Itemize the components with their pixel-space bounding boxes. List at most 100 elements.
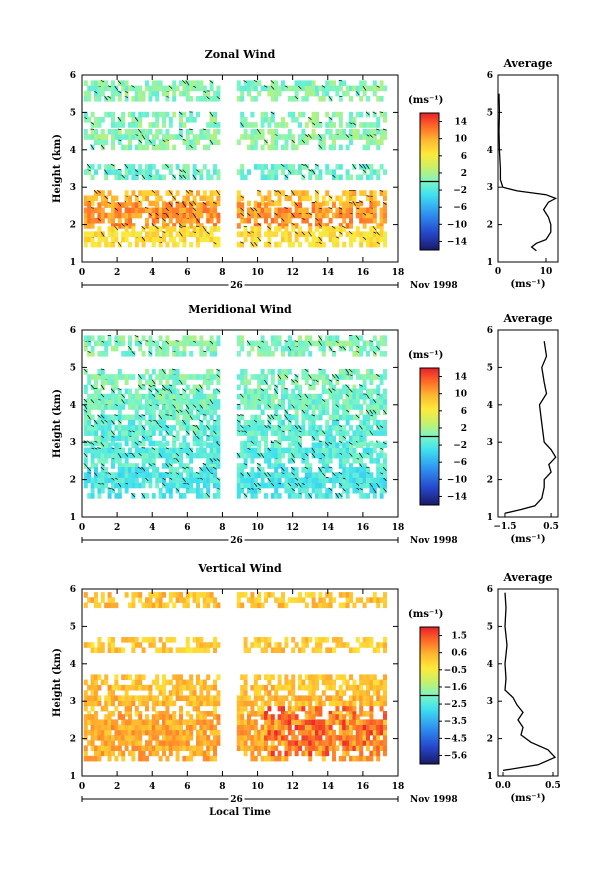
heatmap-cell: [349, 190, 353, 196]
heatmap-cell: [148, 458, 153, 464]
heatmap-cells: [83, 592, 387, 762]
zero-contour: [294, 231, 299, 235]
heatmap-cell: [94, 134, 98, 140]
heatmap-cell: [141, 414, 146, 421]
heatmap-cell: [274, 414, 279, 421]
heatmap-cell: [158, 419, 163, 426]
zero-contour: [165, 207, 170, 212]
heatmap-cell: [128, 472, 132, 478]
heatmap-cell: [253, 231, 258, 237]
heatmap-cell: [131, 393, 136, 400]
heatmap-cell: [104, 467, 109, 473]
heatmap-cell: [335, 700, 340, 707]
heatmap-cell: [379, 351, 384, 357]
heatmap-cell: [202, 164, 207, 170]
heatmap-cell: [175, 379, 180, 385]
heatmap-cell: [352, 467, 357, 473]
zero-contour: [267, 447, 272, 452]
heatmap-cell: [100, 750, 105, 757]
zero-contour: [352, 121, 357, 126]
zero-contour: [307, 373, 312, 379]
heatmap-cell: [284, 374, 289, 380]
heatmap-cell: [359, 134, 364, 140]
heatmap-cell: [175, 740, 180, 746]
heatmap-cell: [325, 90, 330, 97]
x-tick-label: 14: [322, 268, 335, 278]
heatmap-cell: [352, 404, 357, 410]
heatmap-cell: [94, 440, 98, 447]
heatmap-cell: [182, 679, 187, 686]
heatmap-cell: [192, 134, 197, 140]
heatmap-cell: [145, 467, 149, 473]
heatmap-cell: [328, 458, 333, 464]
heatmap-cell: [111, 374, 115, 380]
heatmap-cell: [372, 674, 377, 680]
heatmap-cell: [165, 340, 170, 347]
heatmap-cell: [274, 597, 279, 603]
heatmap-cell: [87, 223, 92, 229]
heatmap-cell: [155, 111, 160, 118]
heatmap-cell: [264, 597, 268, 603]
heatmap-cell: [158, 409, 163, 415]
heatmap-cell: [383, 442, 387, 448]
heatmap-cell: [338, 388, 343, 395]
heatmap-cell: [138, 202, 143, 208]
heatmap-cell: [172, 447, 177, 454]
heatmap-cell: [294, 409, 299, 415]
heatmap-cell: [274, 190, 279, 196]
heatmap-cell: [315, 164, 319, 170]
zero-contour: [100, 368, 105, 370]
heatmap-cell: [260, 164, 265, 170]
heatmap-cell: [199, 679, 204, 686]
heatmap-cell: [318, 169, 323, 175]
heatmap-cell: [87, 340, 92, 347]
heatmap-cell: [185, 190, 190, 196]
zero-contour: [141, 424, 146, 431]
heatmap-cell: [107, 592, 112, 598]
heatmap-cell: [383, 169, 387, 175]
heatmap-cell: [369, 674, 374, 680]
heatmap-cell: [298, 111, 302, 118]
heatmap-cell: [168, 493, 173, 499]
heatmap-cell: [287, 414, 292, 421]
heatmap-cell: [202, 711, 207, 717]
zero-contour: [90, 398, 95, 404]
heatmap-cell: [124, 477, 129, 484]
heatmap-cell: [175, 134, 180, 140]
heatmap-cell: [321, 139, 326, 145]
heatmap-cell: [199, 750, 204, 757]
heatmap-cell: [168, 122, 173, 128]
heatmap-cell: [175, 472, 180, 478]
heatmap-cell: [128, 477, 132, 484]
heatmap-cell: [87, 700, 92, 707]
heatmap-cell: [267, 200, 272, 207]
heatmap-cell: [168, 231, 173, 237]
heatmap-cell: [270, 96, 275, 102]
heatmap-cell: [253, 711, 258, 717]
heatmap-cell: [243, 122, 248, 128]
heatmap-cell: [338, 404, 343, 410]
heatmap-cell: [349, 207, 353, 214]
heatmap-cell: [315, 637, 319, 643]
zero-contour: [151, 447, 156, 451]
heatmap-cell: [274, 409, 279, 415]
zero-contour: [161, 482, 166, 487]
heatmap-cell: [199, 207, 204, 214]
heatmap-cell: [345, 452, 350, 459]
heatmap-cell: [298, 384, 302, 391]
heatmap-cell: [185, 96, 190, 102]
heatmap-cell: [199, 335, 204, 341]
heatmap-cell: [151, 340, 156, 347]
heatmap-cell: [179, 90, 183, 97]
heatmap-cell: [318, 745, 323, 751]
heatmap-cell: [192, 414, 197, 421]
heatmap-cell: [274, 241, 279, 248]
heatmap-cell: [376, 458, 381, 464]
heatmap-cell: [277, 414, 282, 421]
zero-contour: [318, 466, 323, 473]
heatmap-cell: [243, 482, 248, 489]
heatmap-cell: [298, 122, 302, 128]
heatmap-cell: [321, 212, 326, 219]
heatmap-cell: [172, 409, 177, 415]
zero-contour: [375, 373, 380, 377]
